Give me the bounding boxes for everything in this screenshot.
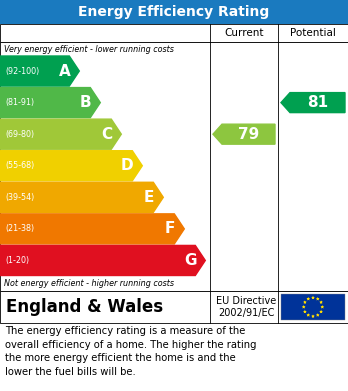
Text: (1-20): (1-20) bbox=[5, 256, 29, 265]
Polygon shape bbox=[311, 314, 315, 318]
Polygon shape bbox=[303, 300, 307, 304]
Text: B: B bbox=[80, 95, 91, 110]
Text: Energy Efficiency Rating: Energy Efficiency Rating bbox=[78, 5, 270, 19]
Polygon shape bbox=[0, 182, 163, 212]
Text: 81: 81 bbox=[307, 95, 328, 110]
Text: England & Wales: England & Wales bbox=[6, 298, 163, 316]
Polygon shape bbox=[0, 151, 142, 181]
Polygon shape bbox=[281, 93, 345, 113]
Text: The energy efficiency rating is a measure of the
overall efficiency of a home. T: The energy efficiency rating is a measur… bbox=[5, 326, 256, 377]
Text: Current: Current bbox=[224, 28, 264, 38]
Polygon shape bbox=[319, 300, 323, 304]
Text: G: G bbox=[184, 253, 196, 268]
Bar bbox=[281, 294, 345, 320]
Polygon shape bbox=[316, 313, 319, 317]
Polygon shape bbox=[307, 313, 310, 317]
Text: (21-38): (21-38) bbox=[5, 224, 34, 233]
Polygon shape bbox=[319, 310, 323, 313]
Text: (55-68): (55-68) bbox=[5, 161, 34, 170]
Polygon shape bbox=[0, 88, 100, 118]
Bar bbox=[0, 42, 348, 291]
Text: (39-54): (39-54) bbox=[5, 193, 34, 202]
Text: D: D bbox=[121, 158, 133, 173]
Polygon shape bbox=[307, 297, 310, 301]
Text: E: E bbox=[144, 190, 154, 205]
Text: (81-91): (81-91) bbox=[5, 98, 34, 107]
Text: EU Directive
2002/91/EC: EU Directive 2002/91/EC bbox=[216, 296, 276, 318]
Polygon shape bbox=[0, 214, 184, 244]
Polygon shape bbox=[321, 305, 324, 308]
Text: C: C bbox=[101, 127, 112, 142]
Polygon shape bbox=[302, 305, 306, 308]
Polygon shape bbox=[311, 296, 315, 299]
Polygon shape bbox=[213, 124, 275, 144]
Bar bbox=[0, 24, 348, 42]
Polygon shape bbox=[316, 297, 319, 301]
Text: A: A bbox=[58, 63, 70, 79]
Polygon shape bbox=[0, 56, 79, 86]
Text: Potential: Potential bbox=[290, 28, 336, 38]
Text: Not energy efficient - higher running costs: Not energy efficient - higher running co… bbox=[4, 279, 174, 288]
Polygon shape bbox=[0, 119, 121, 149]
Text: Very energy efficient - lower running costs: Very energy efficient - lower running co… bbox=[4, 45, 174, 54]
Bar bbox=[0, 0, 348, 24]
Bar bbox=[0, 291, 348, 323]
Polygon shape bbox=[0, 246, 205, 276]
Text: (69-80): (69-80) bbox=[5, 130, 34, 139]
Polygon shape bbox=[303, 310, 307, 313]
Text: (92-100): (92-100) bbox=[5, 66, 39, 75]
Text: 79: 79 bbox=[238, 127, 259, 142]
Text: F: F bbox=[165, 221, 175, 237]
